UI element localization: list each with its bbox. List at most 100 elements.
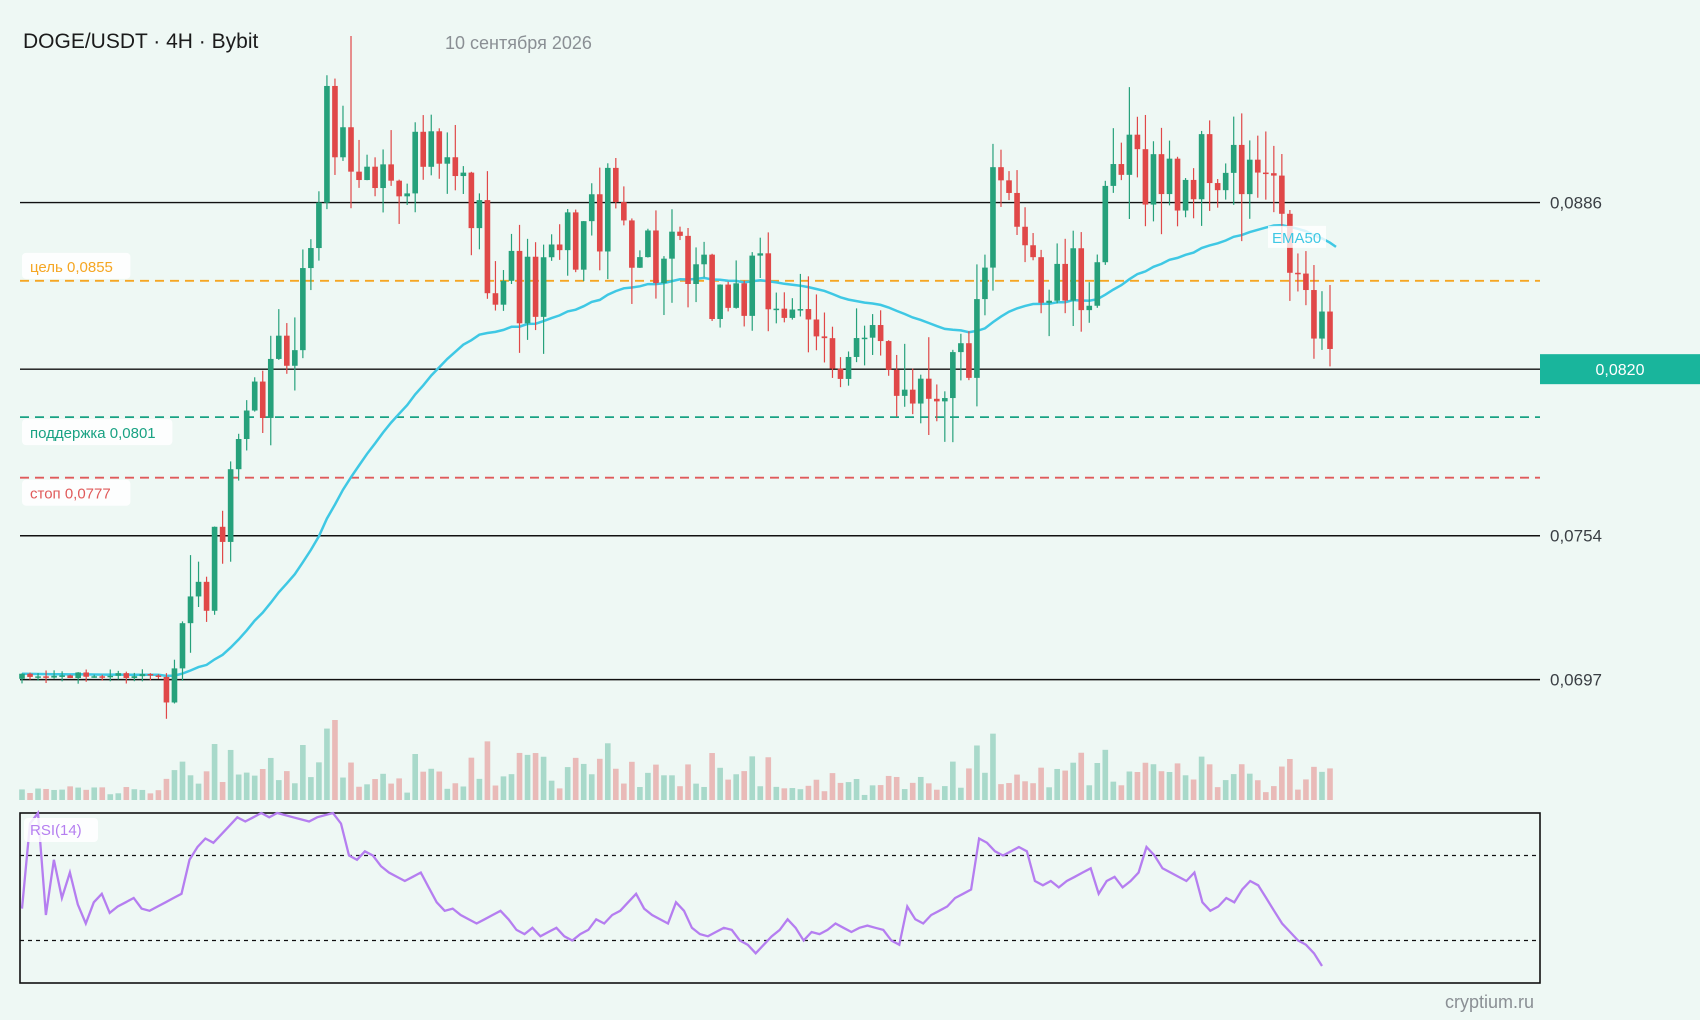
zone-label: стоп 0,0777 [30,486,111,503]
candle-body [51,675,57,678]
candle-body [685,235,691,285]
volume-bar [540,756,547,800]
candle-body [564,212,571,251]
volume-bar [982,772,988,800]
candle-body [1319,311,1325,339]
volume-bar [243,772,250,800]
volume-bar [1086,785,1093,800]
candle-body [1262,172,1269,175]
volume-bar [588,774,595,800]
candle-body [966,343,972,378]
volume-bar [893,776,900,800]
volume-bar [388,783,394,800]
candle-body [284,335,290,366]
candle-body [1190,179,1197,200]
volume-bar [324,728,330,800]
volume-bar [580,763,587,800]
candle-body [885,341,892,370]
volume-bar [524,754,531,800]
candle-body [1054,263,1060,301]
ema-label-bg [1268,225,1326,248]
candle-body [412,131,419,194]
volume-bar [83,789,90,800]
candle-body [396,180,402,197]
volume-bar [733,774,739,800]
candle-body [43,676,49,678]
candle-body [1206,134,1213,184]
volume-bar [1182,775,1189,800]
volume-bar [1230,774,1237,800]
volume-bar [251,775,258,800]
candle-body [637,257,643,268]
volume-bar [436,771,443,800]
volume-bar [1054,768,1060,800]
volume-bar [91,787,98,800]
candle-body [1271,173,1277,176]
candle-body [1222,172,1229,191]
volume-bar [131,789,138,800]
volume-bar [853,778,860,800]
volume-bar [1206,764,1213,800]
candle-body [115,673,122,676]
rsi-label: RSI(14) [30,822,82,839]
candle-body [661,258,667,284]
candle-body [19,673,25,679]
candle-body [982,267,988,300]
candle-body [235,439,242,470]
volume-bar [420,771,427,800]
candle-body [267,358,274,418]
volume-bar [1022,781,1028,800]
candle-body [203,581,210,611]
candle-body [420,131,427,167]
candle-body [548,244,555,258]
candle-body [372,166,378,189]
volume-bar [364,784,370,800]
candle-body [1254,159,1261,173]
candle-body [1030,245,1036,258]
candle-body [933,398,940,402]
candle-body [1022,226,1028,246]
volume-bar [99,787,106,800]
candle-body [436,131,443,164]
candle-body [1311,290,1317,339]
candle-body [147,673,154,676]
candle-body [645,230,651,258]
volume-bar [1295,789,1301,800]
volume-bar [1198,756,1205,800]
volume-bar [292,783,298,800]
candle-body [444,157,451,164]
volume-bar [1174,763,1181,800]
zone-label-bg [22,419,173,446]
candle-body [837,368,844,379]
candle-body [516,250,523,324]
zone-label-bg [22,252,131,279]
volume-bar [861,794,868,800]
volume-bar [35,788,41,800]
candle-body [717,284,723,320]
volume-bar [476,778,483,800]
candle-body [1006,180,1012,193]
volume-bar [685,764,691,800]
candle-body [709,254,715,320]
candle-body [572,212,579,270]
candle-body [925,378,932,399]
volume-bar [1078,752,1085,800]
candle-body [1303,273,1309,291]
candle-body [861,337,868,340]
candle-body [1126,134,1133,175]
volume-bar [596,758,603,800]
candle-body [211,526,218,611]
volume-bar [645,772,651,800]
volume-bar [235,774,242,800]
volume-bar [1246,773,1253,800]
candle-body [1279,175,1285,214]
candle-body [805,309,812,320]
candle-body [364,166,370,181]
volume-bar [797,789,804,800]
volume-bar [974,745,980,800]
candle-body [139,673,146,677]
volume-bar [950,761,956,800]
candle-body [348,127,354,172]
candle-body [75,672,81,679]
